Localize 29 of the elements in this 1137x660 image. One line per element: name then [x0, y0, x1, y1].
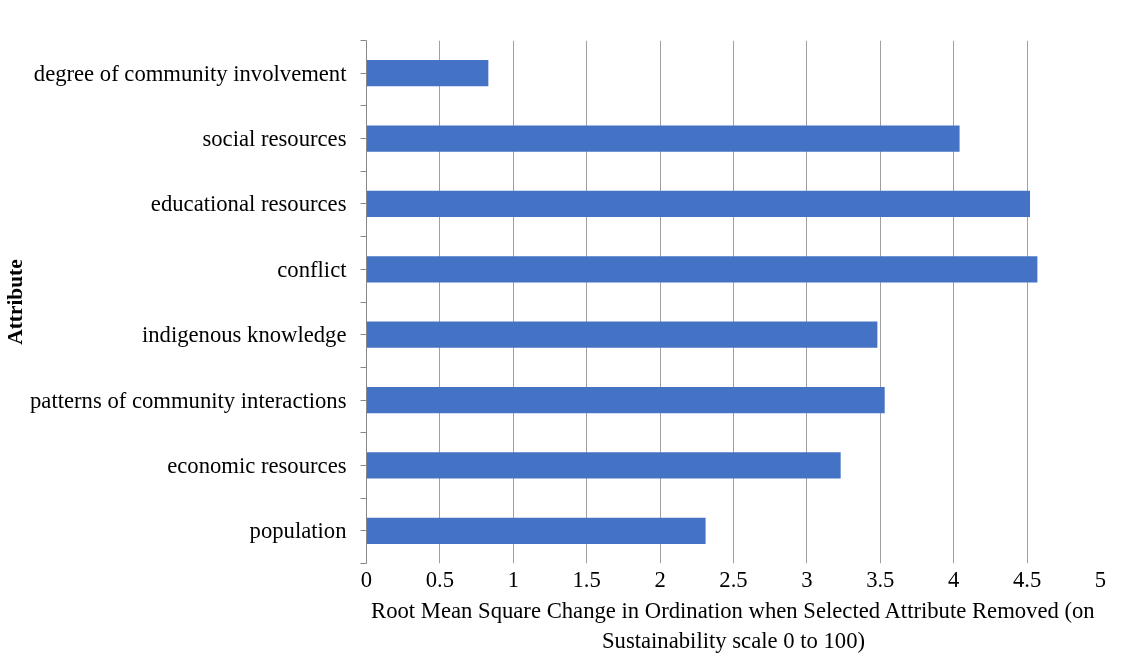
y-tick-label: degree of community involvement — [33, 60, 348, 86]
bar — [366, 190, 1031, 218]
bar — [366, 60, 489, 87]
x-tick-label: 2.5 — [719, 566, 748, 592]
y-tick-label: economic resources — [167, 452, 347, 478]
x-tick-label: 4.5 — [1012, 566, 1042, 592]
bar — [366, 125, 960, 152]
y-tick-label: social resources — [202, 126, 347, 152]
x-axis-title: Root Mean Square Change in Ordination when Selected Attribute Removed (on Sustainability scale 0 to 100) — [371, 597, 1095, 653]
x-tick-label: 4 — [948, 566, 960, 592]
y-tick-label: conflict — [277, 256, 348, 282]
bar — [366, 256, 1038, 283]
x-tick-label: 0 — [360, 566, 373, 592]
y-tick-label: indigenous knowledge — [142, 322, 347, 348]
x-tick-label: 5 — [1094, 566, 1107, 592]
x-tick-label: 2 — [654, 566, 666, 592]
y-tick-label: population — [249, 518, 347, 544]
bar — [366, 321, 878, 348]
x-tick-label: 0.5 — [425, 566, 455, 592]
y-tick-label: patterns of community interactions — [30, 387, 347, 413]
bar — [366, 452, 841, 479]
bar — [366, 517, 706, 544]
y-tick-label: educational resources — [150, 191, 347, 217]
y-axis-title: Attribute — [3, 259, 28, 345]
x-tick-label: 1.5 — [572, 566, 601, 592]
bar — [366, 386, 885, 414]
x-tick-label: 3.5 — [866, 566, 895, 592]
x-tick-label: 3 — [801, 566, 813, 592]
x-tick-label: 1 — [507, 566, 519, 592]
